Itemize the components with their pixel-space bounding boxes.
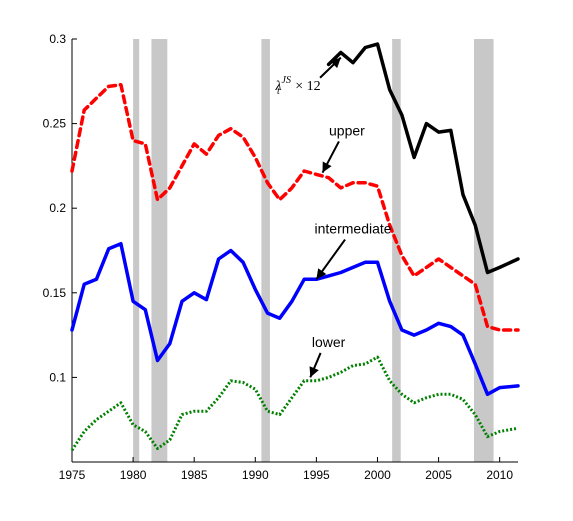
recession-band bbox=[474, 39, 494, 462]
annotation-arrow-head bbox=[322, 161, 332, 173]
annotation-label: intermediate bbox=[315, 221, 392, 237]
axes: 1975 1980 1985 1990 1995 2000 2005 2010 0.1 0.15 0… bbox=[43, 32, 518, 482]
y-tick-label: 0.1 bbox=[49, 370, 66, 384]
recession-band bbox=[151, 39, 168, 462]
recession-band bbox=[392, 39, 401, 462]
x-tick-label: 1980 bbox=[120, 468, 147, 482]
x-tick-label: 1975 bbox=[59, 468, 86, 482]
annotation-label: λJS t × 12 bbox=[274, 75, 320, 97]
recession-band bbox=[261, 39, 270, 462]
series-lines bbox=[70, 42, 520, 452]
annotation-label: upper bbox=[329, 122, 365, 138]
series-line-1 bbox=[70, 82, 520, 332]
y-tick-label: 0.2 bbox=[49, 201, 66, 215]
recession-band bbox=[133, 39, 140, 462]
y-tick-label: 0.25 bbox=[43, 117, 67, 131]
annotation-arrow-head bbox=[316, 268, 327, 280]
y-tick-label: 0.3 bbox=[49, 32, 66, 46]
x-tick-label: 2005 bbox=[425, 468, 452, 482]
annotations: upper intermediate lower λJS t × 12 bbox=[274, 56, 392, 378]
recession-shading bbox=[133, 39, 494, 462]
annotation-arrow-head bbox=[309, 366, 319, 378]
x-tick-label: 1990 bbox=[242, 468, 269, 482]
series-line-0 bbox=[326, 42, 520, 275]
x-tick-label: 1995 bbox=[303, 468, 330, 482]
x-tick-label: 2010 bbox=[486, 468, 513, 482]
series-line-3 bbox=[70, 355, 519, 452]
x-tick-label: 2000 bbox=[364, 468, 391, 482]
annotation-label: lower bbox=[312, 334, 346, 350]
series-line-2 bbox=[70, 241, 520, 397]
y-tick-label: 0.15 bbox=[43, 286, 67, 300]
x-tick-label: 1985 bbox=[181, 468, 208, 482]
annotation-arrow-head bbox=[330, 57, 341, 69]
